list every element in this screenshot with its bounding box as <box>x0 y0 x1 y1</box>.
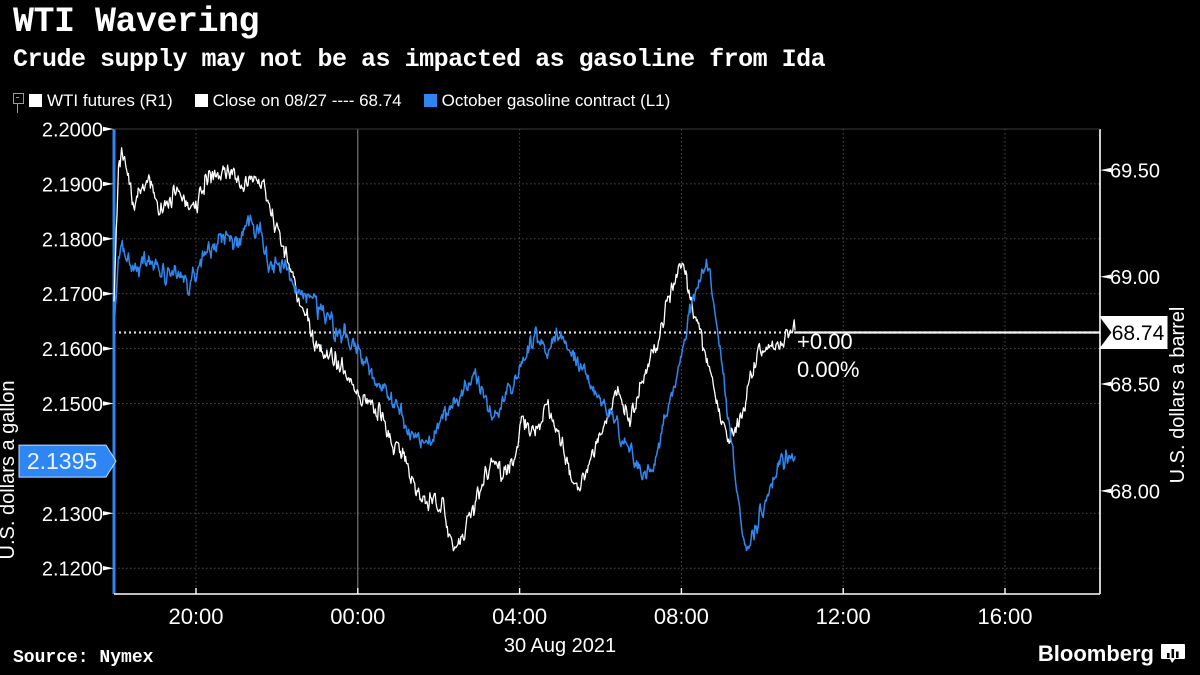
svg-text:16:00: 16:00 <box>977 604 1032 629</box>
svg-text:00:00: 00:00 <box>330 604 385 629</box>
svg-text:04:00: 04:00 <box>492 604 547 629</box>
svg-text:69.50: 69.50 <box>1110 161 1160 183</box>
svg-text:68.50: 68.50 <box>1110 374 1160 396</box>
svg-text:12:00: 12:00 <box>816 604 871 629</box>
svg-text:2.1700: 2.1700 <box>42 284 103 306</box>
svg-text:2.1500: 2.1500 <box>42 394 103 416</box>
svg-text:2.2000: 2.2000 <box>42 120 103 142</box>
svg-text:2.1900: 2.1900 <box>42 174 103 196</box>
svg-text:68.00: 68.00 <box>1110 481 1160 503</box>
svg-text:+0.00: +0.00 <box>797 329 853 354</box>
svg-text:0.00%: 0.00% <box>797 357 859 382</box>
svg-text:2.1600: 2.1600 <box>42 339 103 361</box>
svg-text:U.S. dollars a barrel: U.S. dollars a barrel <box>1167 307 1189 484</box>
svg-text:2.1395: 2.1395 <box>27 448 97 474</box>
svg-text:69.00: 69.00 <box>1110 267 1160 289</box>
svg-text:2.1800: 2.1800 <box>42 229 103 251</box>
svg-text:08:00: 08:00 <box>654 604 709 629</box>
svg-text:2.1300: 2.1300 <box>42 504 103 526</box>
svg-text:30 Aug 2021: 30 Aug 2021 <box>504 635 616 657</box>
svg-text:U.S. dollars a gallon: U.S. dollars a gallon <box>0 381 19 560</box>
svg-text:2.1200: 2.1200 <box>42 559 103 581</box>
svg-text:20:00: 20:00 <box>168 604 223 629</box>
svg-text:68.74: 68.74 <box>1112 322 1165 345</box>
